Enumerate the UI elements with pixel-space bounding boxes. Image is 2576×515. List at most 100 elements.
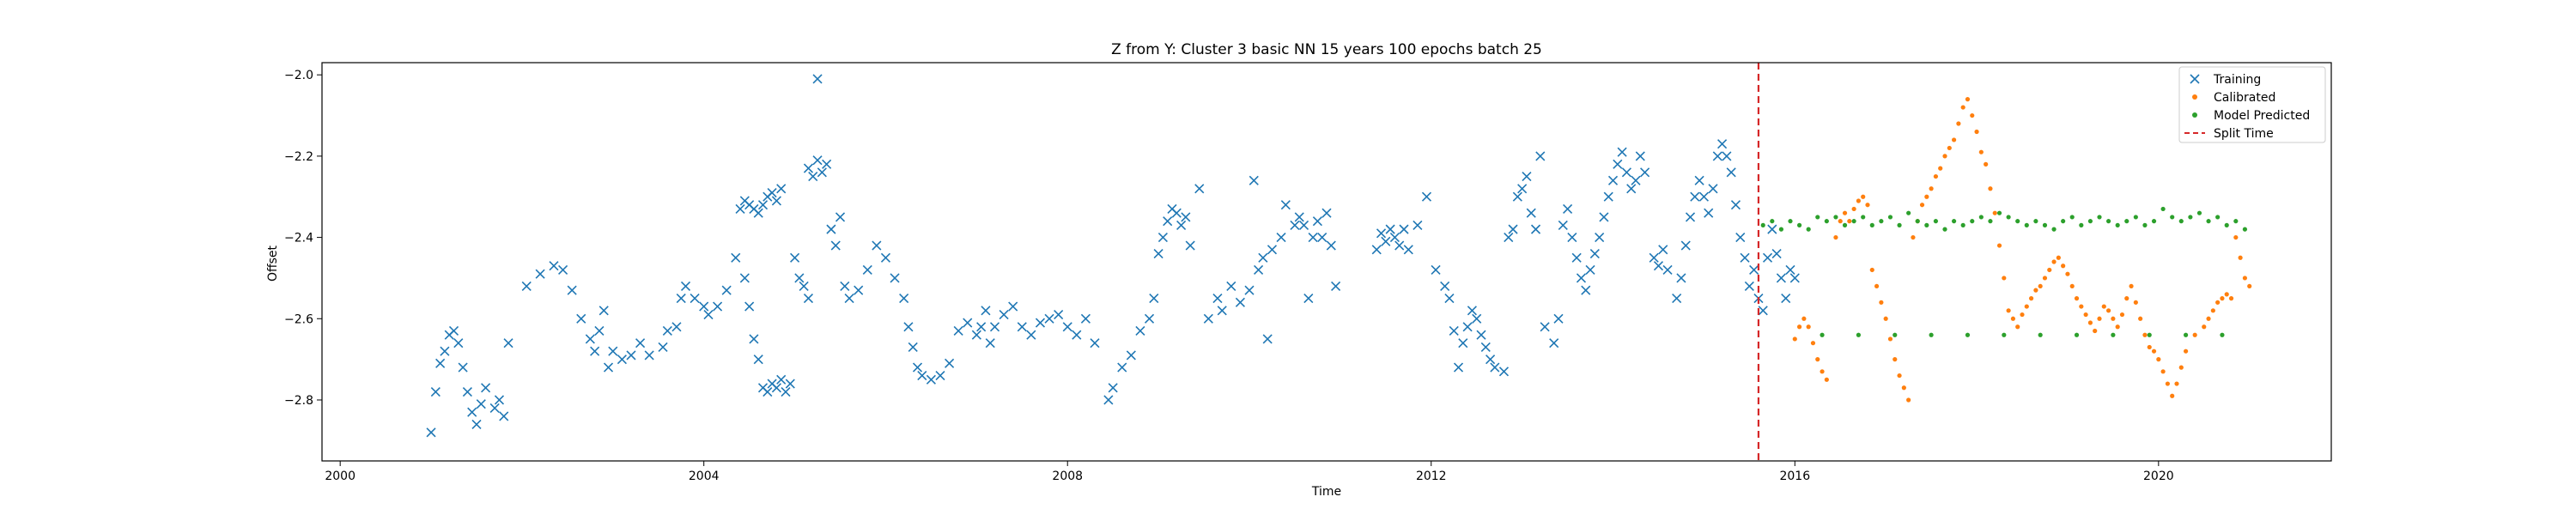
data-point — [1008, 301, 1018, 312]
data-point — [1553, 313, 1564, 324]
data-point — [2006, 215, 2011, 220]
legend-marker — [2190, 74, 2200, 84]
series-model-predicted — [1760, 206, 2248, 337]
data-point — [2051, 227, 2057, 232]
data-point — [771, 196, 781, 206]
data-point — [1906, 397, 1911, 403]
data-point — [567, 285, 577, 295]
data-point — [2174, 381, 2179, 386]
x-tick-label: 2020 — [2143, 470, 2174, 483]
data-point — [549, 261, 559, 271]
data-point — [1996, 210, 2002, 215]
data-point — [2105, 308, 2111, 313]
data-point — [1153, 248, 1163, 259]
data-point — [2215, 300, 2221, 305]
data-point — [1403, 245, 1413, 255]
data-point — [2111, 316, 2116, 321]
data-point — [1649, 252, 1659, 263]
data-point — [2119, 312, 2125, 318]
data-point — [976, 322, 987, 332]
data-point — [1970, 112, 1975, 118]
data-point — [1603, 191, 1613, 202]
data-point — [1893, 332, 1898, 337]
data-point — [1929, 332, 1934, 337]
data-point — [1760, 222, 1765, 227]
data-point — [1321, 208, 1332, 218]
data-point — [1331, 281, 1341, 291]
data-point — [1820, 332, 1825, 337]
data-point — [1249, 175, 1259, 185]
data-point — [2006, 308, 2011, 313]
data-point — [1371, 245, 1382, 255]
x-tick-label: 2016 — [1779, 470, 1810, 483]
data-point — [1135, 325, 1145, 336]
data-point — [1778, 227, 1784, 232]
data-point — [1789, 273, 1800, 283]
data-point — [1017, 322, 1027, 332]
data-point — [2220, 332, 2225, 337]
chart-axes: 2000 2004 2008 2012 2016 2020 −2.8 −2.6 −2.4 −2.2… — [284, 62, 2332, 483]
data-point — [1235, 297, 1245, 307]
data-point — [1815, 357, 1820, 362]
data-point — [1522, 172, 1532, 182]
data-point — [1938, 166, 1943, 171]
data-point — [2061, 219, 2066, 224]
data-point — [1490, 362, 1500, 373]
data-point — [1326, 240, 1336, 251]
data-point — [426, 427, 436, 438]
data-point — [1563, 203, 1573, 215]
data-point — [1117, 362, 1127, 373]
legend-marker — [2192, 112, 2197, 118]
data-point — [2038, 283, 2043, 289]
data-point — [2020, 312, 2025, 318]
x-tick-label: 2000 — [325, 470, 355, 483]
data-point — [1613, 159, 1623, 169]
data-point — [999, 309, 1009, 320]
data-point — [2183, 348, 2189, 354]
x-tick-label: 2012 — [1416, 470, 1447, 483]
data-point — [2142, 332, 2148, 337]
data-point — [2105, 219, 2111, 224]
data-point — [1851, 206, 1856, 212]
x-tick-label: 2004 — [689, 470, 720, 483]
data-point — [880, 252, 891, 263]
legend-item: Training — [2190, 73, 2261, 87]
data-point — [1704, 208, 1714, 218]
data-point — [635, 338, 646, 348]
data-point — [935, 371, 945, 381]
data-point — [1879, 300, 1884, 305]
data-point — [1744, 281, 1754, 291]
data-point — [1984, 161, 1989, 167]
data-point — [2115, 222, 2120, 227]
data-point — [2242, 227, 2248, 232]
data-point — [1833, 215, 1838, 220]
data-point — [1508, 224, 1518, 234]
chart-title: Z from Y: Cluster 3 basic NN 15 years 10… — [1111, 41, 1542, 58]
plot-frame — [321, 62, 2332, 462]
data-point — [753, 208, 763, 218]
data-point — [2065, 271, 2070, 276]
data-point — [1810, 341, 1816, 346]
data-point — [713, 301, 723, 312]
data-point — [489, 403, 500, 414]
data-point — [1970, 219, 1975, 224]
data-point — [1861, 194, 1866, 199]
data-point — [2074, 332, 2080, 337]
data-point — [2115, 324, 2120, 330]
data-point — [662, 325, 672, 336]
data-point — [1915, 219, 1920, 224]
data-point — [476, 399, 486, 409]
data-point — [703, 309, 714, 320]
data-point — [890, 273, 900, 283]
data-point — [1785, 264, 1795, 276]
data-point — [1303, 294, 1314, 304]
data-point — [1722, 151, 1732, 161]
data-point — [1440, 281, 1450, 291]
data-point — [1726, 167, 1736, 178]
data-point — [1856, 332, 1862, 337]
data-point — [1820, 369, 1825, 374]
legend-marker — [2192, 94, 2197, 100]
data-point — [971, 330, 981, 340]
y-tick-label: −2.6 — [284, 312, 313, 326]
data-point — [953, 325, 963, 336]
